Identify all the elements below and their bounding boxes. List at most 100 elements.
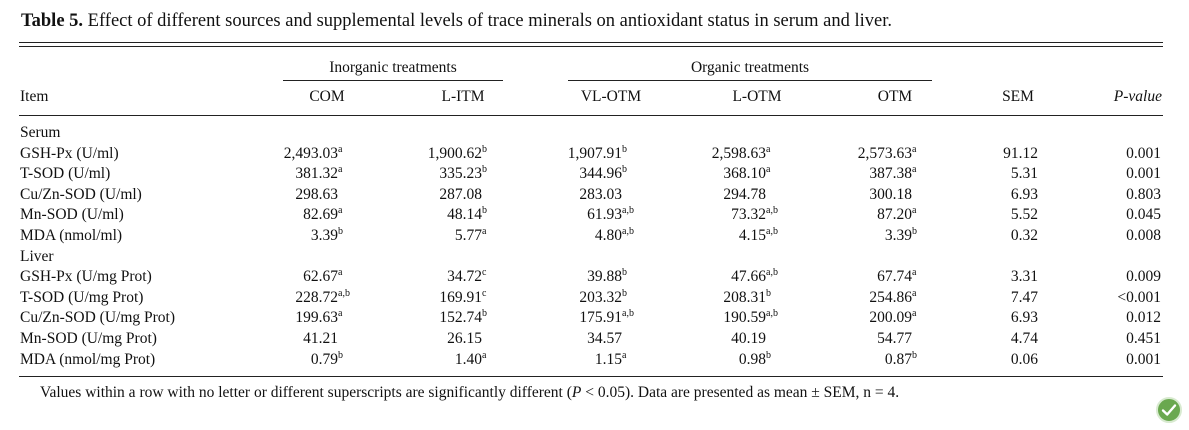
table-cell: 344.96b bbox=[579, 164, 627, 183]
cell-value: 190.59 bbox=[723, 309, 766, 327]
sem-cell: 3.31 bbox=[1010, 268, 1038, 286]
cell-value: 208.31 bbox=[723, 288, 766, 306]
table-cell: 5.77a bbox=[454, 226, 487, 245]
cell-value: 1.40 bbox=[454, 350, 482, 368]
table-cell: 335.23b bbox=[439, 164, 487, 183]
cell-value: 5.77 bbox=[454, 227, 482, 244]
table-cell: 381.32a bbox=[295, 164, 343, 183]
pvalue-cell: 0.012 bbox=[1126, 309, 1161, 327]
table-cell: 34.72c bbox=[447, 267, 487, 286]
table-cell: 0.98b bbox=[738, 349, 771, 368]
table-cell: 67.74a bbox=[877, 267, 917, 286]
row-item-label: Cu/Zn-SOD (U/ml) bbox=[20, 185, 142, 203]
cell-value: 61.93 bbox=[587, 206, 622, 224]
col-header-sem: SEM bbox=[1002, 88, 1034, 105]
table-cell: 254.86a bbox=[869, 287, 917, 306]
cell-value: 3.39 bbox=[310, 227, 338, 244]
cell-value: 200.09 bbox=[869, 309, 912, 327]
cell-value: 199.63 bbox=[295, 309, 338, 327]
sem-cell: 0.32 bbox=[1010, 227, 1038, 244]
table-cell: 4.80a,b bbox=[594, 226, 634, 245]
pvalue-cell: 0.009 bbox=[1126, 268, 1161, 286]
table-cell: 3.39b bbox=[884, 226, 917, 245]
sem-cell: 91.12 bbox=[1003, 144, 1038, 162]
cell-value: 300.18 bbox=[869, 185, 912, 203]
col-header-item: Item bbox=[20, 88, 49, 105]
cell-value: 39.88 bbox=[587, 268, 622, 286]
cell-value: 2,493.03 bbox=[283, 144, 338, 162]
cell-value: 62.67 bbox=[303, 268, 338, 286]
col-header-otm: OTM bbox=[877, 88, 913, 105]
sem-cell: 6.93 bbox=[1010, 185, 1038, 203]
group-header-organic: Organic treatments bbox=[690, 59, 810, 76]
table-cell: 208.31b bbox=[723, 287, 771, 306]
row-item-label: GSH-Px (U/mg Prot) bbox=[20, 268, 152, 286]
table-cell: 3.39b bbox=[310, 226, 343, 245]
table-cell: 4.15a,b bbox=[738, 226, 778, 245]
cell-value: 2,573.63 bbox=[857, 144, 912, 162]
pvalue-cell: <0.001 bbox=[1117, 288, 1161, 306]
cell-value: 381.32 bbox=[295, 165, 338, 183]
row-item-label: MDA (nmol/mg Prot) bbox=[20, 350, 156, 368]
pvalue-cell: 0.001 bbox=[1126, 144, 1161, 162]
sem-cell: 7.47 bbox=[1010, 288, 1038, 306]
cell-value: 368.10 bbox=[723, 165, 766, 183]
col-header-com: COM bbox=[309, 88, 345, 105]
group-header-inorganic: Inorganic treatments bbox=[329, 59, 457, 76]
cell-value: 169.91 bbox=[439, 288, 482, 306]
section-label: Serum bbox=[20, 124, 61, 141]
cell-value: 1,900.62 bbox=[427, 144, 482, 162]
table-cell: 1.15a bbox=[594, 349, 627, 368]
table-cell: 199.63a bbox=[295, 308, 343, 327]
cell-value: 228.72 bbox=[295, 288, 338, 306]
cell-value: 47.66 bbox=[731, 268, 766, 286]
table-cell: 1.40a bbox=[454, 349, 487, 368]
cell-value: 87.20 bbox=[877, 206, 912, 224]
sem-cell: 5.52 bbox=[1010, 206, 1038, 224]
pvalue-cell: 0.045 bbox=[1126, 206, 1161, 224]
table-cell: 73.32a,b bbox=[731, 205, 778, 224]
sem-cell: 0.06 bbox=[1010, 350, 1038, 368]
table-cell: 300.18 bbox=[869, 186, 930, 204]
cell-value: 287.08 bbox=[439, 185, 482, 203]
sem-cell: 5.31 bbox=[1010, 165, 1038, 183]
table-cell: 203.32b bbox=[579, 287, 627, 306]
cell-value: 40.19 bbox=[731, 330, 766, 347]
cell-value: 203.32 bbox=[579, 288, 622, 306]
cell-value: 3.39 bbox=[884, 227, 912, 244]
cell-value: 26.15 bbox=[447, 330, 482, 347]
table-cell: 82.69a bbox=[303, 205, 343, 224]
organic-underline bbox=[568, 80, 932, 81]
cell-value: 335.23 bbox=[439, 165, 482, 183]
cell-value: 0.79 bbox=[310, 350, 338, 368]
sem-cell: 4.74 bbox=[1010, 330, 1038, 347]
cell-value: 298.63 bbox=[295, 185, 338, 203]
table-cell: 87.20a bbox=[877, 205, 917, 224]
p-symbol: P bbox=[1113, 88, 1124, 105]
table-cell: 283.03 bbox=[579, 186, 640, 204]
cell-value: 82.69 bbox=[303, 206, 338, 224]
table-cell: 294.78 bbox=[723, 186, 784, 204]
table-cell: 39.88b bbox=[587, 267, 627, 286]
cell-value: 67.74 bbox=[877, 268, 912, 286]
row-item-label: Cu/Zn-SOD (U/mg Prot) bbox=[20, 309, 175, 327]
col-header-vlotm: VL-OTM bbox=[580, 88, 642, 105]
table-label: Table 5. bbox=[21, 11, 84, 31]
cell-value: 34.72 bbox=[447, 268, 482, 286]
cell-value: 254.86 bbox=[869, 288, 912, 306]
col-header-litm: L-ITM bbox=[441, 88, 485, 105]
row-item-label: T-SOD (U/ml) bbox=[20, 165, 111, 183]
table-cell: 1,900.62b bbox=[427, 143, 487, 162]
row-item-label: Mn-SOD (U/mg Prot) bbox=[20, 330, 157, 347]
table-cell: 175.91a,b bbox=[579, 308, 634, 327]
table-footnote: Values within a row with no letter or di… bbox=[40, 384, 900, 401]
leaf-check-icon bbox=[1156, 397, 1182, 423]
top-rule bbox=[19, 42, 1163, 43]
table-cell: 2,493.03a bbox=[283, 143, 343, 162]
row-item-label: GSH-Px (U/ml) bbox=[20, 144, 119, 162]
pvalue-cell: 0.803 bbox=[1126, 185, 1161, 203]
table-cell: 26.15 bbox=[447, 330, 500, 348]
cell-value: 4.80 bbox=[594, 227, 622, 244]
table-cell: 228.72a,b bbox=[295, 287, 350, 306]
table-cell: 61.93a,b bbox=[587, 205, 634, 224]
